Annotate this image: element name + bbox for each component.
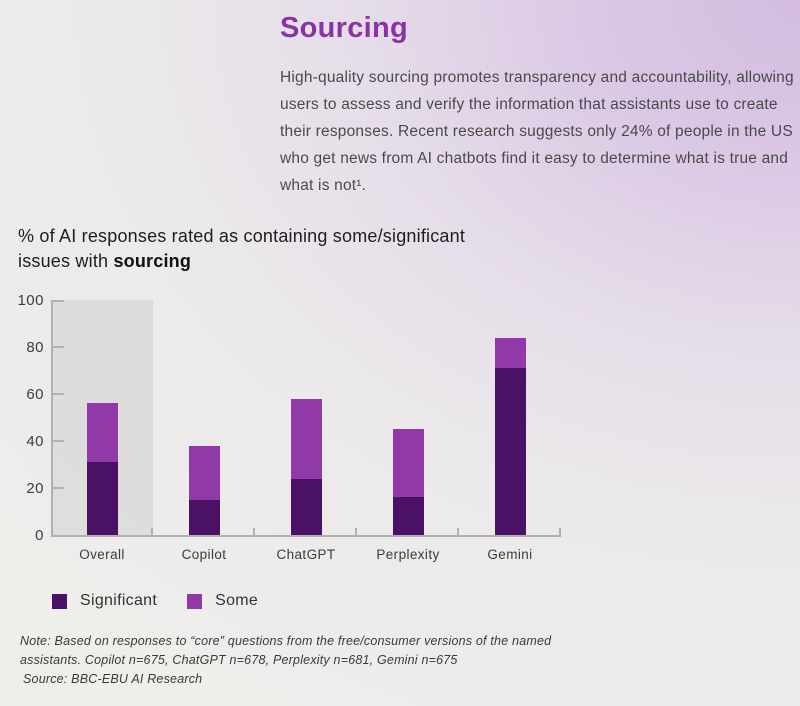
- x-axis-tick: [355, 528, 357, 535]
- y-axis-tick: [53, 487, 64, 489]
- bar-significant-copilot: [188, 499, 220, 535]
- y-axis-tick-label: 20: [26, 480, 44, 497]
- chart-title: % of AI responses rated as containing so…: [18, 224, 558, 274]
- x-axis-label-copilot: Copilot: [181, 547, 227, 562]
- x-axis-label-perplexity: Perplexity: [376, 547, 440, 562]
- bar-some-perplexity: [392, 429, 424, 498]
- significant-swatch-icon: [52, 593, 67, 609]
- bar-some-chatgpt: [290, 398, 322, 479]
- x-axis-tick: [559, 528, 561, 535]
- legend-label-some: Some: [215, 592, 259, 609]
- plot-area: 0 20 40 60 80 100 Overall Copilot ChatGPT Perplex…: [17, 292, 561, 562]
- legend-item-some: Some: [187, 592, 258, 610]
- bar-some-copilot: [188, 445, 220, 500]
- y-axis-tick-label: 60: [26, 386, 44, 403]
- x-axis-label-chatgpt: ChatGPT: [276, 547, 336, 562]
- chart-legend: Significant Some: [52, 592, 258, 610]
- footnote: Note: Based on responses to “core” quest…: [20, 632, 568, 689]
- bar-significant-perplexity: [392, 497, 424, 535]
- y-axis-tick-label: 80: [26, 339, 44, 356]
- legend-item-significant: Significant: [52, 592, 157, 610]
- intro-paragraph: High-quality sourcing promotes transpare…: [280, 69, 794, 194]
- y-axis-tick: [53, 393, 64, 395]
- chart-title-line2: issues with: [18, 251, 114, 271]
- y-axis: [51, 300, 53, 537]
- y-axis-tick-label: 0: [35, 527, 44, 544]
- y-axis-tick: [53, 300, 64, 302]
- bar-significant-gemini: [494, 368, 526, 535]
- y-axis-tick-label: 100: [17, 292, 44, 309]
- bar-some-gemini: [494, 337, 526, 369]
- x-axis-tick: [253, 528, 255, 535]
- bar-some-overall: [86, 403, 118, 463]
- bar-significant-overall: [86, 462, 118, 535]
- y-axis-tick: [53, 346, 64, 348]
- page-title: Sourcing: [280, 12, 409, 44]
- bar-significant-chatgpt: [290, 478, 322, 535]
- legend-label-significant: Significant: [80, 592, 158, 609]
- y-axis-tick: [53, 440, 64, 442]
- x-axis: [51, 535, 561, 537]
- note-text: Note: Based on responses to “core” quest…: [20, 634, 552, 667]
- x-axis-label-gemini: Gemini: [487, 547, 533, 562]
- chart-title-line1: % of AI responses rated as containing so…: [18, 226, 466, 246]
- y-axis-tick-label: 40: [26, 433, 44, 450]
- x-axis-tick: [457, 528, 459, 535]
- some-swatch-icon: [187, 593, 203, 609]
- source-text: Source: BBC-EBU AI Research: [23, 672, 203, 686]
- chart-title-emphasis: sourcing: [113, 251, 192, 271]
- x-axis-tick: [151, 528, 153, 535]
- x-axis-label-overall: Overall: [79, 547, 125, 562]
